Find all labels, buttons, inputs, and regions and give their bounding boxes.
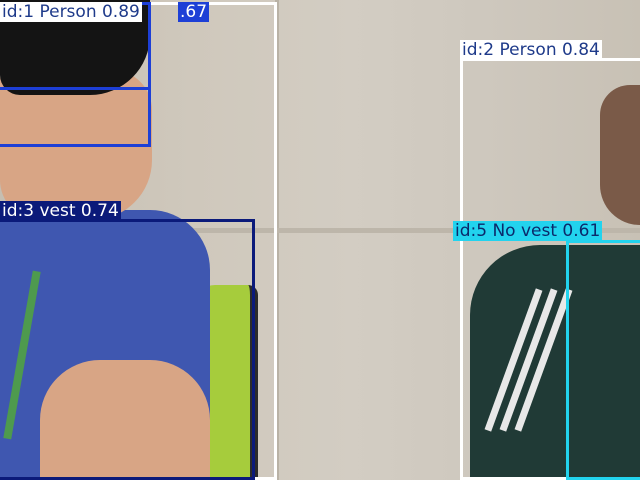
detection-label-conf: .67	[178, 2, 210, 22]
detection-label-vest3: id:3 vest 0.74	[0, 201, 121, 221]
label-text: id:3 vest 0.74	[2, 201, 119, 221]
label-text: id:5 No vest 0.61	[455, 221, 601, 241]
detection-label-person2: id:2 Person 0.84	[460, 40, 602, 60]
person2-head	[600, 85, 640, 225]
detection-box-novest5	[566, 240, 640, 480]
label-text: id:2 Person 0.84	[462, 40, 600, 60]
label-text: id:1 Person 0.89	[2, 2, 140, 22]
detection-box-vest3	[0, 219, 255, 480]
detection-box-face1	[0, 87, 151, 147]
label-text: .67	[180, 2, 208, 22]
wall-rail	[0, 228, 640, 233]
detection-label-novest5: id:5 No vest 0.61	[453, 221, 603, 241]
detection-label-person1: id:1 Person 0.89	[0, 2, 142, 22]
wall-seam	[275, 0, 279, 480]
person2-shirt	[470, 245, 640, 480]
person1-arm	[40, 360, 210, 480]
